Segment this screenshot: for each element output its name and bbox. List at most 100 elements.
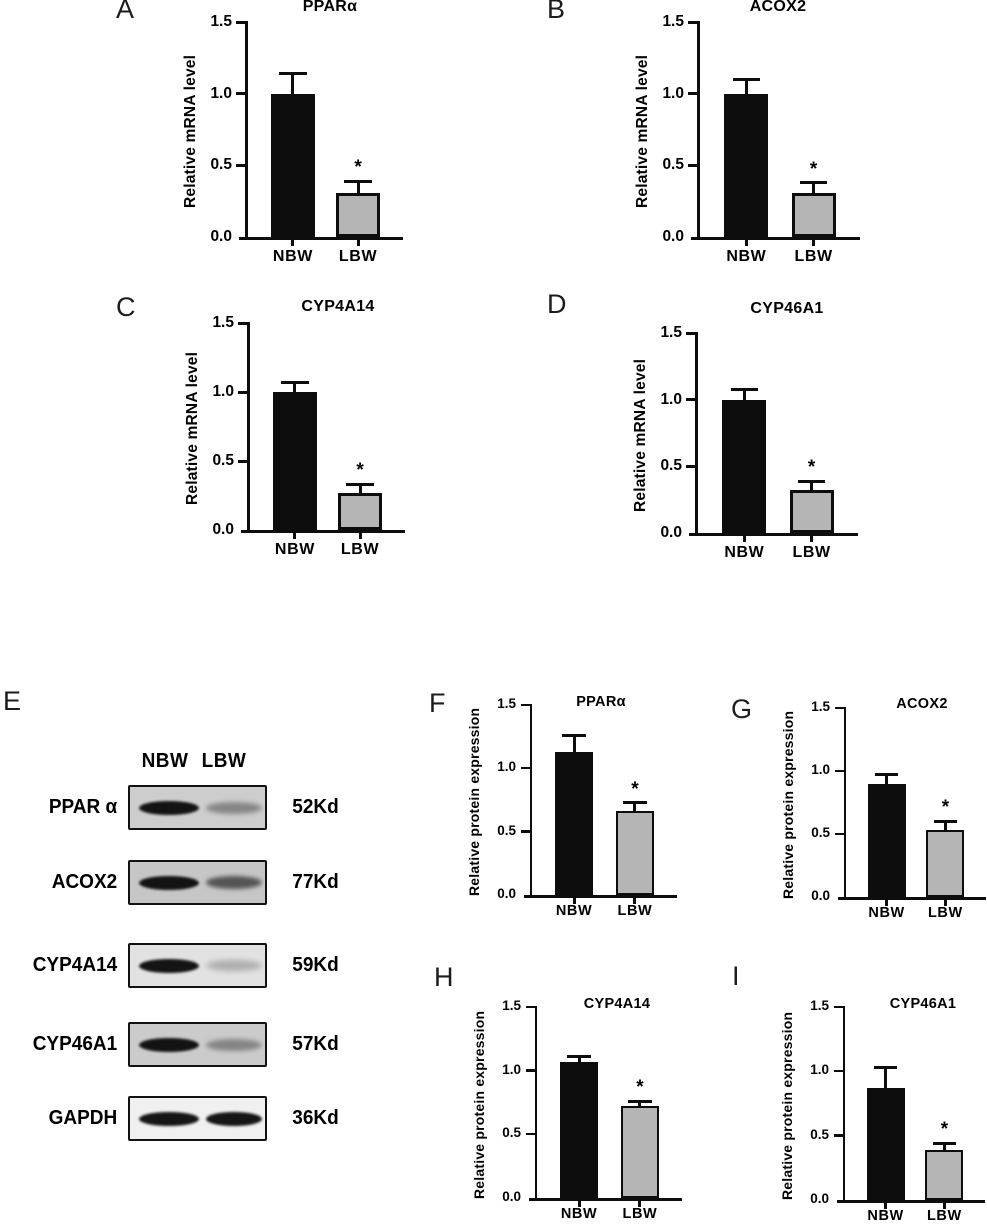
y-tick-label: 0.0 <box>660 524 682 541</box>
y-tick-label: 1.5 <box>660 324 682 341</box>
y-tick <box>238 321 247 325</box>
y-axis-label: Relative mRNA level <box>632 358 649 512</box>
error-bar-cap <box>933 819 958 823</box>
x-category-label: LBW <box>617 903 653 919</box>
x-tick <box>812 240 816 246</box>
error-bar-stem <box>633 802 637 816</box>
x-category-label: LBW <box>792 544 831 561</box>
error-bar-stem <box>293 382 297 396</box>
y-tick <box>833 1005 843 1008</box>
significance-asterisk: * <box>631 778 639 800</box>
blot-protein-label: PPAR α <box>48 795 118 818</box>
x-tick <box>942 1202 946 1209</box>
blot-band-lbw <box>206 876 262 889</box>
x-category-label: NBW <box>867 1208 904 1224</box>
y-tick-label: 0.0 <box>810 1191 829 1206</box>
y-tick-label: 1.5 <box>811 699 830 714</box>
y-tick-label: 0.5 <box>502 1125 521 1141</box>
bar-nbw <box>867 783 906 897</box>
y-tick-label: 0.0 <box>811 888 830 903</box>
bar-lbw <box>925 1149 964 1200</box>
y-tick <box>236 92 245 96</box>
x-tick <box>885 899 889 906</box>
error-bar-cap <box>562 733 586 737</box>
x-tick <box>572 897 576 904</box>
y-axis-label: Relative mRNA level <box>184 351 201 506</box>
error-bar-stem <box>358 484 362 497</box>
blot-protein-label: GAPDH <box>48 1106 118 1129</box>
blot-band-lbw <box>206 960 262 971</box>
error-bar-cap <box>732 77 761 81</box>
panel-letter-F: F <box>429 688 446 718</box>
blot-band-nbw <box>139 800 199 815</box>
blot-lane-header-lbw: LBW <box>201 750 247 772</box>
error-bar-cap <box>344 179 372 183</box>
x-axis <box>528 1198 682 1201</box>
y-tick-label: 0.5 <box>210 156 232 174</box>
x-category-label: LBW <box>340 541 380 558</box>
x-tick <box>356 240 360 246</box>
y-tick <box>834 706 844 709</box>
blot-lane-box <box>128 860 267 905</box>
bar-nbw <box>724 93 769 237</box>
blot-molecular-weight: 59Kd <box>292 953 339 976</box>
x-category-label: LBW <box>794 248 833 265</box>
error-bar-cap <box>279 72 307 76</box>
x-axis <box>691 237 860 240</box>
bar-lbw <box>336 192 381 237</box>
blot-lane-header-nbw: NBW <box>141 750 189 772</box>
x-tick <box>293 533 297 539</box>
bar-nbw <box>555 751 594 895</box>
y-tick-label: 1.5 <box>212 314 234 331</box>
y-tick-label: 1.0 <box>660 390 682 408</box>
x-tick <box>810 536 814 542</box>
x-category-label: NBW <box>555 903 593 919</box>
blot-lane-box <box>128 785 267 830</box>
error-bar-cap <box>730 387 759 391</box>
y-tick-label: 0.0 <box>502 1189 521 1204</box>
x-axis <box>239 237 403 240</box>
bar-nbw <box>866 1088 905 1200</box>
y-tick <box>688 163 697 167</box>
error-bar-cap <box>873 1065 898 1069</box>
y-axis <box>697 21 700 237</box>
y-tick <box>525 1132 535 1136</box>
panel-letter-B: B <box>547 0 566 24</box>
bar-lbw <box>338 492 383 530</box>
x-tick <box>744 240 748 246</box>
bar-lbw <box>615 811 654 895</box>
bar-lbw <box>789 490 834 533</box>
y-tick-label: 1.0 <box>210 84 232 102</box>
error-bar-stem <box>810 481 814 495</box>
y-axis-label: Relative protein expression <box>471 1010 487 1199</box>
y-tick <box>236 20 245 24</box>
x-category-label: NBW <box>868 905 905 921</box>
x-category-label: LBW <box>926 1208 962 1224</box>
error-bar-stem <box>572 735 576 756</box>
y-tick-label: 1.0 <box>811 762 830 777</box>
y-tick <box>236 163 245 167</box>
y-tick-label: 1.5 <box>810 998 829 1013</box>
y-tick <box>238 390 247 394</box>
y-tick-label: 1.5 <box>662 13 684 30</box>
y-tick-label: 0.5 <box>212 452 234 469</box>
error-bar-stem <box>884 1067 888 1093</box>
x-axis <box>689 533 858 536</box>
error-bar-cap <box>281 380 309 384</box>
y-tick-label: 0.5 <box>497 822 516 838</box>
blot-lane-box <box>128 1022 267 1067</box>
error-bar-stem <box>943 821 947 835</box>
x-tick <box>291 240 295 246</box>
blot-lane-box <box>128 1096 267 1141</box>
y-tick-label: 1.5 <box>502 998 521 1013</box>
y-tick <box>238 459 247 463</box>
error-bar-cap <box>932 1141 957 1145</box>
error-bar-cap <box>346 482 374 486</box>
blot-protein-label: ACOX2 <box>51 870 118 893</box>
panel-letter-D: D <box>547 289 567 319</box>
